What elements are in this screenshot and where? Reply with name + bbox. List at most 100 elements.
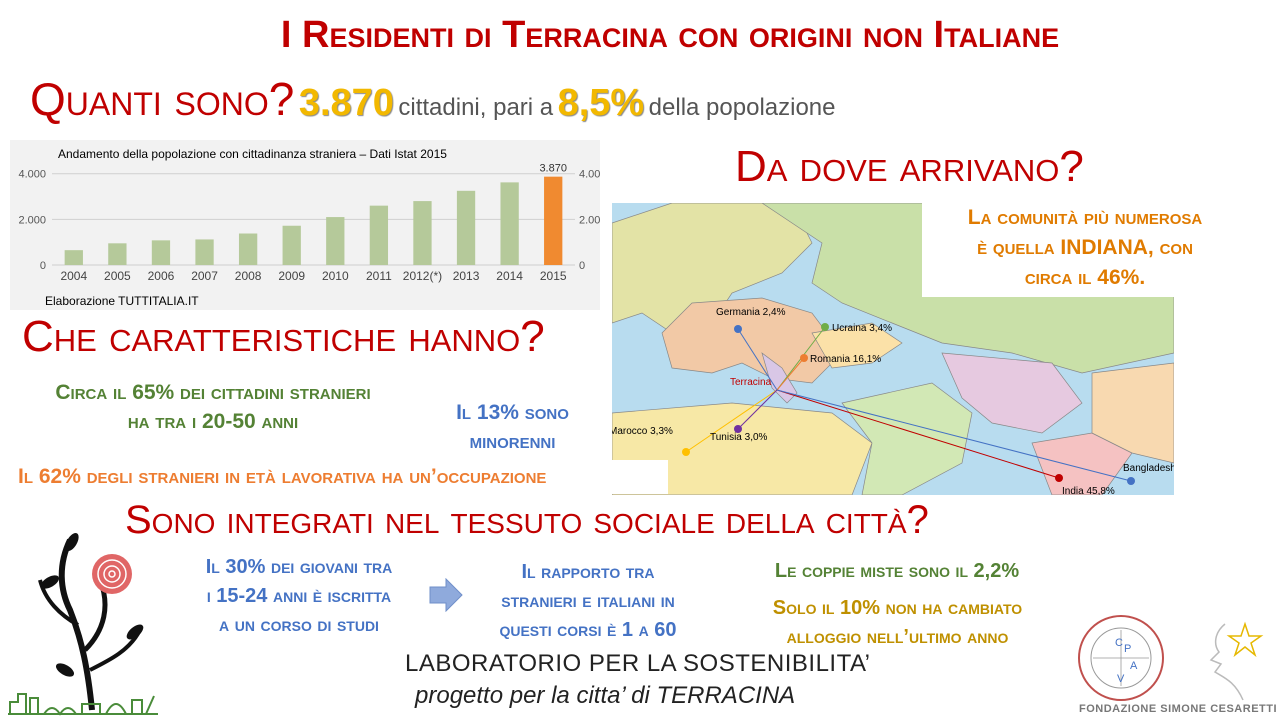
x-tick-label: 2011 — [366, 269, 392, 283]
chart-caption: Andamento della popolazione con cittadin… — [58, 147, 447, 161]
comunita-line-1: La comunità più numerosa — [967, 206, 1203, 229]
employment-stat: Il 62% degli stranieri in età lavorativa… — [18, 460, 668, 494]
quanti-count: 3.870 — [298, 82, 394, 124]
housing-stat-line-1: Solo il 10% non ha cambiato — [772, 597, 1023, 619]
label-marocco: Marocco 3,3% — [612, 426, 673, 437]
age-stat: Circa il 65% dei cittadini stranieri ha … — [18, 378, 408, 436]
label-tunisia: Tunisia 3,0% — [710, 432, 768, 443]
quanti-mid-text: cittadini, pari a — [398, 94, 554, 121]
minors-stat: Il 13% sono minorenni — [430, 398, 595, 456]
y-tick-label-right: 4.000 — [579, 169, 600, 181]
minors-stat-line-1: Il 13% sono — [456, 401, 569, 424]
y-tick-label-right: 0 — [579, 260, 585, 272]
comunita-callout: La comunità più numerosa è quella INDIAN… — [922, 203, 1248, 297]
route-tunisia — [737, 389, 778, 430]
x-tick-label: 2012(*) — [403, 269, 442, 283]
progetto-subtitle: progetto per la citta’ di TERRACINA — [415, 682, 796, 709]
x-tick-label: 2008 — [235, 269, 262, 283]
comunita-line-3: circa il 46%. — [1024, 266, 1146, 289]
marker-marocco — [682, 448, 690, 456]
route-germania — [737, 328, 778, 391]
route-marocco — [685, 389, 778, 453]
label-ucraina: Ucraina 3,4% — [832, 323, 892, 334]
housing-stat: Solo il 10% non ha cambiato alloggio nel… — [715, 594, 1080, 652]
x-tick-label: 2007 — [191, 269, 218, 283]
marker-romania — [800, 354, 808, 362]
age-stat-line-2: ha tra i 20-50 anni — [127, 410, 299, 433]
quanti-sono-line: Quanti sono? 3.870 cittadini, pari a 8,5… — [30, 72, 836, 126]
bar-2011 — [369, 205, 389, 265]
fondazione-name: FONDAZIONE SIMONE CESARETTI — [1078, 703, 1278, 715]
x-tick-label: 2013 — [453, 269, 480, 283]
bar-2009 — [282, 225, 301, 265]
che-caratteristiche-heading: Che caratteristiche hanno? — [22, 312, 545, 361]
arrow-right-icon — [429, 578, 463, 612]
tree-logo-icon — [38, 532, 144, 711]
skyline-icon — [8, 693, 158, 716]
marker-germania — [734, 325, 742, 333]
scandinavia — [611, 202, 813, 334]
students-stat-line-3: a un corso di studi — [219, 614, 379, 636]
quanti-question: Quanti sono? — [30, 73, 295, 125]
population-chart-panel: 0 0 2.000 2.000 4.000 4.000 2004 2005 2006 2007 20… — [10, 140, 607, 310]
seal-letter-v: V — [1117, 673, 1125, 685]
x-tick-label: 2015 — [540, 269, 567, 283]
label-terracina: Terracina — [730, 377, 772, 388]
bar-2004 — [64, 250, 83, 265]
seal-letter-p: P — [1124, 643, 1131, 655]
page-title: I Residenti di Terracina con origini non… — [280, 14, 1060, 56]
bar-2010 — [326, 217, 345, 265]
marker-india — [1055, 474, 1063, 482]
comunita-line-2: è quella INDIANA, con — [977, 236, 1193, 259]
label-india: India 45,8% — [1062, 486, 1115, 495]
bar-2014 — [500, 182, 519, 265]
x-tick-label: 2004 — [60, 269, 87, 283]
marker-bangladesh — [1127, 477, 1135, 485]
ukraine-romania — [811, 322, 903, 369]
y-tick-label-left: 2.000 — [18, 214, 46, 226]
quanti-tail-text: della popolazione — [648, 94, 836, 121]
bar-2012(*) — [413, 201, 432, 265]
students-stat-line-1: Il 30% dei giovani tra — [205, 556, 393, 578]
central-asia — [941, 352, 1083, 434]
age-stat-line-1: Circa il 65% dei cittadini stranieri — [55, 381, 371, 404]
bar-2015 — [544, 176, 563, 265]
route-bangladesh — [776, 389, 1132, 482]
students-stat: Il 30% dei giovani tra i 15-24 anni è is… — [168, 553, 430, 640]
route-india — [776, 389, 1060, 479]
label-bangladesh: Bangladesh 11% — [1123, 463, 1174, 474]
seal-letter-c: C — [1115, 637, 1123, 649]
x-tick-label: 2009 — [278, 269, 305, 283]
y-tick-label-right: 2.000 — [579, 214, 600, 226]
middle-east — [841, 382, 973, 496]
marker-ucraina — [821, 323, 829, 331]
data-label: 3.870 — [539, 163, 567, 175]
housing-stat-line-2: alloggio nell’ultimo anno — [786, 626, 1009, 648]
china — [1091, 362, 1175, 464]
integrati-heading: Sono integrati nel tessuto sociale della… — [125, 498, 929, 542]
bar-2008 — [238, 233, 258, 265]
ratio-stat-line-2: stranieri e italiani in — [501, 590, 675, 612]
minors-stat-line-2: minorenni — [469, 430, 556, 453]
bar-2013 — [456, 190, 476, 265]
bar-2006 — [151, 240, 171, 265]
population-bar-chart: 0 0 2.000 2.000 4.000 4.000 2004 2005 2006 2007 20… — [18, 163, 606, 283]
fondazione-logo: C P A V — [1078, 615, 1264, 701]
chart-source: Elaborazione TUTTITALIA.IT — [45, 294, 199, 308]
ratio-stat-line-1: Il rapporto tra — [521, 561, 655, 583]
da-dove-heading: Da dove arrivano? — [735, 142, 1084, 191]
bar-2005 — [108, 243, 127, 265]
ratio-stat-line-3: questi corsi è 1 a 60 — [499, 619, 677, 641]
x-tick-label: 2010 — [322, 269, 349, 283]
laboratorio-title: LABORATORIO PER LA SOSTENIBILITA’ — [405, 650, 871, 677]
label-romania: Romania 16,1% — [810, 354, 881, 365]
mixed-couples-stat: Le coppie miste sono il 2,2% — [774, 560, 1020, 582]
y-tick-label-left: 4.000 — [18, 169, 46, 181]
x-tick-label: 2005 — [104, 269, 131, 283]
label-germania: Germania 2,4% — [716, 307, 786, 318]
students-stat-line-2: i 15-24 anni è iscritta — [206, 585, 392, 607]
bar-2007 — [195, 239, 214, 265]
ratio-stat: Il rapporto tra stranieri e italiani in … — [468, 558, 708, 645]
y-tick-label-left: 0 — [40, 260, 46, 272]
x-tick-label: 2014 — [496, 269, 523, 283]
